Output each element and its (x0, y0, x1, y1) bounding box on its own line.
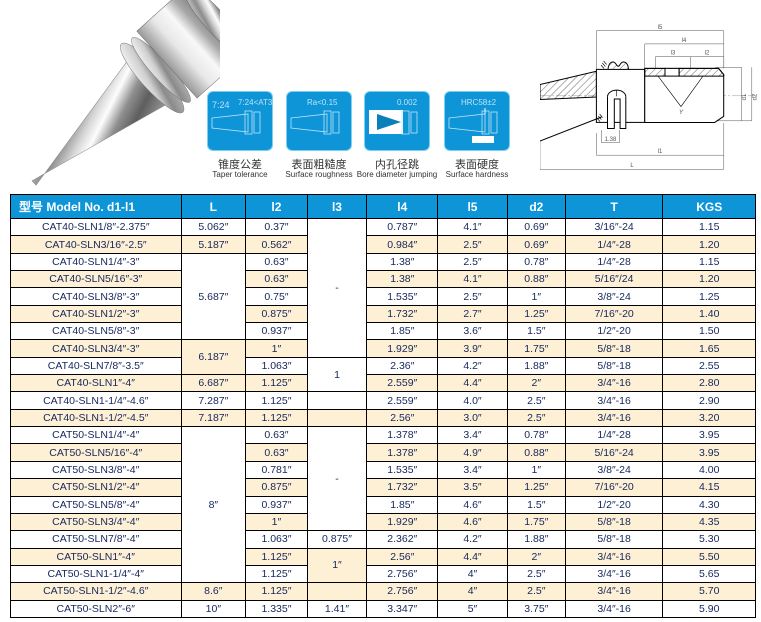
svg-text:Ra<0.15: Ra<0.15 (307, 98, 338, 107)
svg-text:7:24: 7:24 (212, 100, 230, 110)
svg-text:d2: d2 (753, 93, 759, 100)
svg-text:HRC58±2: HRC58±2 (461, 98, 497, 107)
svg-text:l5: l5 (658, 25, 663, 31)
svg-text:0.002: 0.002 (397, 98, 418, 107)
svg-text:l4: l4 (682, 38, 687, 44)
svg-text:d1: d1 (742, 93, 748, 100)
svg-text:L: L (630, 163, 634, 169)
svg-text:7:24<AT3: 7:24<AT3 (238, 98, 273, 107)
svg-text:Y: Y (679, 109, 684, 116)
svg-text:l1: l1 (658, 149, 663, 155)
svg-text:l2: l2 (705, 51, 710, 57)
svg-text:l3: l3 (671, 51, 676, 57)
svg-text:1.38: 1.38 (605, 137, 617, 143)
